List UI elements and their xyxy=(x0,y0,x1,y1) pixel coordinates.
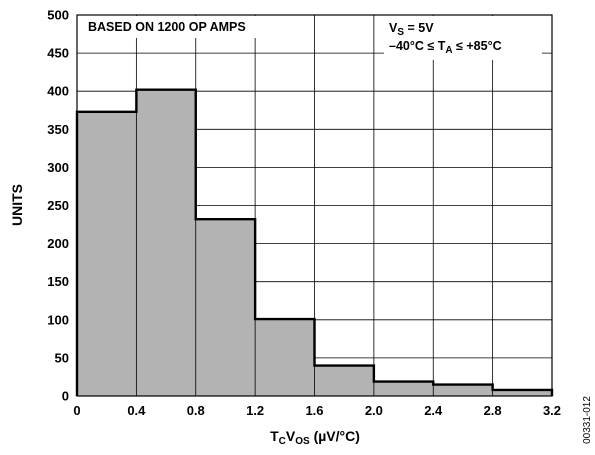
x-title-mid: V xyxy=(286,428,296,444)
figure-id: 00331-012 xyxy=(582,396,593,444)
histogram-bar xyxy=(195,219,256,396)
temp-post: ≤ +85°C xyxy=(453,39,502,53)
x-tick-label: 0 xyxy=(73,403,80,418)
y-tick-label: 300 xyxy=(47,160,69,175)
histogram-bar xyxy=(255,319,315,396)
x-title-sub1: C xyxy=(279,436,286,447)
x-title-sub2: OS xyxy=(295,436,310,447)
y-tick-labels: 0 50 100 150 200 250 300 350 400 450 500 xyxy=(47,8,69,404)
y-tick-label: 500 xyxy=(47,8,69,23)
histogram-bar xyxy=(373,381,434,396)
y-tick-label: 50 xyxy=(55,350,69,365)
histogram-bar xyxy=(136,89,196,397)
y-tick-label: 0 xyxy=(62,389,69,404)
y-tick-label: 150 xyxy=(47,274,69,289)
y-tick-label: 350 xyxy=(47,122,69,137)
x-tick-label: 1.2 xyxy=(246,403,264,418)
y-tick-label: 250 xyxy=(47,198,69,213)
annotation-left-bg xyxy=(80,16,294,38)
x-tick-label: 2.4 xyxy=(424,403,443,418)
y-tick-label: 100 xyxy=(47,312,69,327)
temp-pre: –40°C ≤ T xyxy=(389,39,446,53)
x-tick-labels: 0 0.4 0.8 1.2 1.6 2.0 2.4 2.8 3.2 xyxy=(73,403,561,418)
annotation-supply-voltage: VS = 5V xyxy=(389,21,434,38)
vs-rest: = 5V xyxy=(404,21,434,35)
histogram-bar xyxy=(492,389,552,396)
histogram-bar xyxy=(314,365,374,396)
y-tick-label: 200 xyxy=(47,236,69,251)
plot-frame xyxy=(76,14,553,397)
x-title-unit: (µV/°C) xyxy=(310,428,360,444)
temp-sub: A xyxy=(445,45,452,56)
x-title-main: T xyxy=(270,428,279,444)
x-tick-label: 0.4 xyxy=(127,403,146,418)
vs-main: V xyxy=(389,21,398,35)
y-tick-label: 400 xyxy=(47,84,69,99)
y-axis-title: UNITS xyxy=(9,184,25,226)
y-tick-label: 450 xyxy=(47,46,69,61)
x-axis-title: TCVOS (µV/°C) xyxy=(270,428,360,447)
annotation-right: VS = 5V –40°C ≤ TA ≤ +85°C xyxy=(384,16,542,60)
annotation-left: BASED ON 1200 OP AMPS xyxy=(80,16,294,38)
histogram-bar xyxy=(77,111,137,397)
vs-sub: S xyxy=(397,27,404,38)
histogram-bars xyxy=(75,88,554,397)
x-tick-label: 1.6 xyxy=(305,403,323,418)
annotation-temp-range: –40°C ≤ TA ≤ +85°C xyxy=(389,39,502,56)
annotation-left-text: BASED ON 1200 OP AMPS xyxy=(88,20,246,34)
x-tick-label: 2.0 xyxy=(365,403,383,418)
x-tick-label: 3.2 xyxy=(543,403,561,418)
histogram-outline xyxy=(75,88,554,396)
annotation-right-bg xyxy=(384,16,542,60)
x-tick-label: 0.8 xyxy=(187,403,205,418)
x-tick-label: 2.8 xyxy=(484,403,502,418)
histogram-bar xyxy=(433,384,493,396)
